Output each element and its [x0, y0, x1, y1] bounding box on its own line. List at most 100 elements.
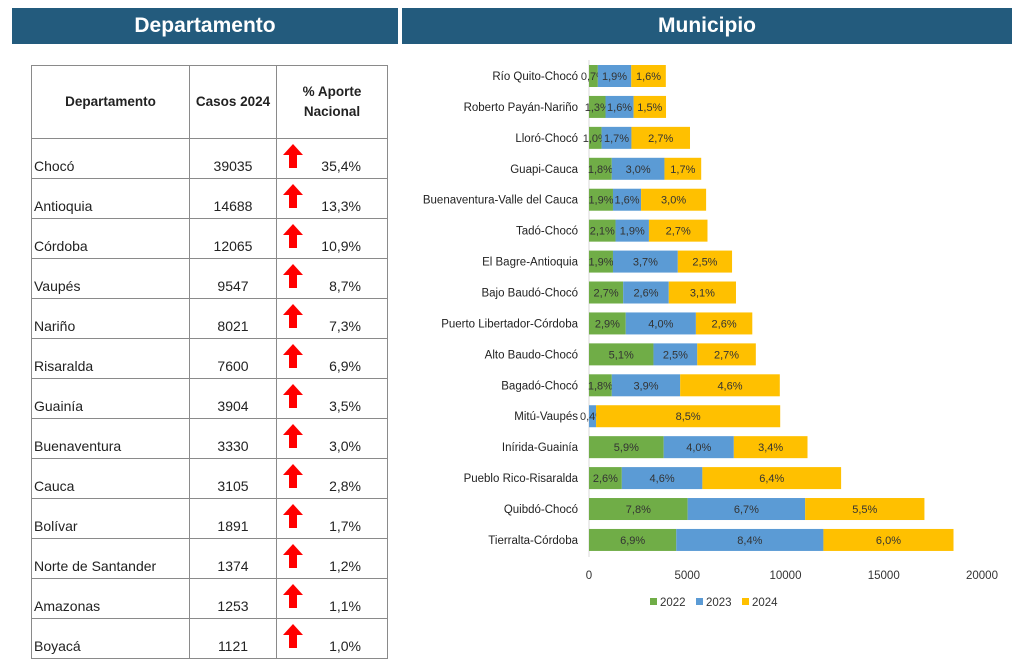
department-name: Chocó [31, 138, 190, 179]
table-row: Córdoba 12065 10,9% [31, 218, 388, 259]
table-row: Vaupés 9547 8,7% [31, 258, 388, 299]
data-label-2023: 1,9% [602, 71, 627, 83]
bar-segment-2023 [612, 188, 642, 211]
data-label-2024: 2,7% [648, 133, 673, 145]
category-label: Guapi-Cauca [510, 164, 578, 176]
data-label-2022: 2,6% [593, 473, 618, 485]
red-up-arrow-icon [283, 464, 303, 488]
category-label: Puerto Libertador-Córdoba [441, 318, 578, 330]
x-tick-label: 20000 [966, 570, 998, 582]
bar-segment-2023 [623, 281, 669, 304]
data-label-2022: 1,8% [588, 380, 613, 392]
department-name: Antioquia [31, 178, 190, 219]
national-share: 1,0% [329, 638, 361, 654]
bar-segment-2024 [805, 498, 925, 521]
data-label-2023: 1,6% [607, 102, 632, 114]
national-share: 7,3% [329, 318, 361, 334]
national-share: 3,0% [329, 438, 361, 454]
cases-2024: 3105 [189, 458, 277, 499]
department-name: Boyacá [31, 618, 190, 659]
table-row: Risaralda 7600 6,9% [31, 338, 388, 379]
cases-2024: 1374 [189, 538, 277, 579]
bar-segment-2022 [589, 436, 664, 459]
category-label: Alto Baudo-Chocó [485, 349, 578, 361]
national-share: 13,3% [321, 198, 361, 214]
category-label: Roberto Payán-Nariño [464, 102, 578, 114]
municipio-stacked-bar-chart: Río Quito-Chocó 0,7%1,9% 1,6%Roberto Payán… [423, 60, 998, 609]
bar-segment-2022 [589, 467, 622, 490]
cases-2024: 14688 [189, 178, 277, 219]
red-up-arrow-icon [283, 504, 303, 528]
category-label: Río Quito-Chocó [492, 71, 578, 83]
data-label-2023: 3,0% [626, 164, 651, 176]
bar-segment-2022 [589, 65, 598, 87]
departments-table: Departamento Casos 2024 % Aporte Naciona… [31, 65, 388, 659]
category-label: Buenaventura-Valle del Cauca [423, 195, 579, 207]
category-label: Quibdó-Chocó [504, 504, 578, 516]
bar-segment-2023 [615, 219, 649, 242]
bar-segment-2022 [589, 498, 688, 521]
cases-2024: 12065 [189, 218, 277, 259]
data-label-2024: 2,7% [666, 226, 691, 238]
data-label-2022: 1,8% [588, 164, 613, 176]
bar-segment-2022 [589, 312, 626, 335]
red-up-arrow-icon [283, 624, 303, 648]
bar-segment-2022 [589, 281, 624, 304]
red-up-arrow-icon [283, 384, 303, 408]
red-up-arrow-icon [283, 264, 303, 288]
red-up-arrow-icon [283, 144, 303, 168]
data-label-2023: 1,6% [614, 195, 639, 207]
legend-swatch-2023 [696, 598, 703, 605]
data-label-2022: 6,9% [620, 535, 645, 547]
national-share: 8,7% [329, 278, 361, 294]
data-label-2024: 2,7% [714, 349, 739, 361]
bar-segment-2023 [621, 467, 703, 490]
bar-segment-2022 [589, 250, 613, 273]
bar-segment-2024 [631, 65, 666, 87]
x-tick-label: 10000 [770, 570, 802, 582]
data-label-2022: 2,7% [594, 288, 619, 300]
data-label-2024: 2,6% [712, 318, 737, 330]
data-label-2024: 1,7% [670, 164, 695, 176]
bar-segment-2023 [676, 528, 824, 551]
table-row: Cauca 3105 2,8% [31, 458, 388, 499]
bar-segment-2023 [605, 95, 634, 118]
data-label-2022: 1,9% [588, 257, 613, 269]
data-label-2024: 1,6% [636, 71, 661, 83]
bar-segment-2023 [625, 312, 696, 335]
bar-segment-2023 [687, 498, 806, 521]
bar-segment-2022 [589, 188, 613, 211]
red-up-arrow-icon [283, 344, 303, 368]
bar-segment-2023 [597, 65, 632, 87]
category-label: Pueblo Rico-Risaralda [464, 473, 579, 485]
bar-segment-2024 [631, 126, 691, 149]
category-label: Tierralta-Córdoba [488, 535, 578, 547]
national-share: 2,8% [329, 478, 361, 494]
legend-label: 2024 [752, 597, 778, 609]
x-tick-label: 0 [586, 570, 592, 582]
data-label-2024: 8,5% [676, 411, 701, 423]
bar-segment-2024 [733, 436, 808, 459]
red-up-arrow-icon [283, 304, 303, 328]
data-label-2023: 8,4% [737, 535, 762, 547]
col-header-pct-label: % Aporte Nacional [302, 84, 362, 119]
table-row: Norte de Santander 1374 1,2% [31, 538, 388, 579]
data-label-2023: 4,0% [686, 442, 711, 454]
bar-segment-2023 [653, 343, 698, 366]
data-label-2024: 4,6% [717, 380, 742, 392]
data-label-2024: 6,0% [876, 535, 901, 547]
data-label-2024: 1,5% [637, 102, 662, 114]
bar-segment-2023 [612, 250, 678, 273]
legend-label: 2022 [660, 597, 686, 609]
department-name: Amazonas [31, 578, 190, 619]
data-label-2022: 5,1% [609, 349, 634, 361]
category-label: Mitú-Vaupés [514, 411, 578, 423]
bar-segment-2024 [695, 312, 753, 335]
table-row: Antioquia 14688 13,3% [31, 178, 388, 219]
category-label: Bajo Baudó-Chocó [481, 288, 578, 300]
red-up-arrow-icon [283, 424, 303, 448]
national-share: 1,2% [329, 558, 361, 574]
bar-segment-2023 [589, 405, 597, 428]
cases-2024: 39035 [189, 138, 277, 179]
data-label-2023: 3,9% [633, 380, 658, 392]
